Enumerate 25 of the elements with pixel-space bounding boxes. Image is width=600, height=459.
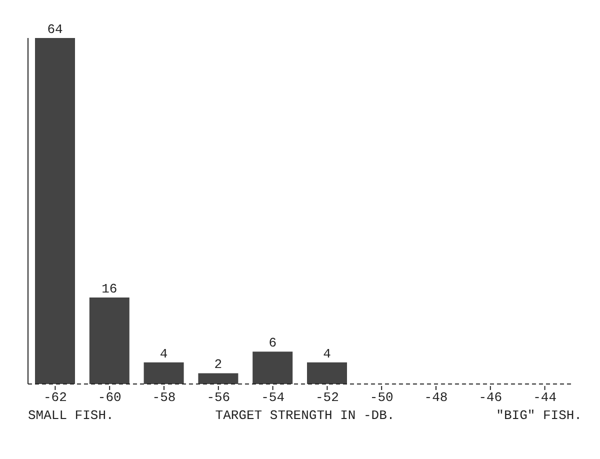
x-tick-label: -52 — [315, 390, 339, 406]
bar — [252, 352, 293, 384]
data-label: 4 — [323, 346, 332, 362]
x-tick-label: -56 — [206, 390, 230, 406]
x-tick-label: -50 — [370, 390, 394, 406]
data-label: 64 — [47, 22, 63, 37]
bar — [144, 362, 184, 384]
x-tick-label: -58 — [152, 390, 176, 406]
x-tick-label: -60 — [98, 390, 122, 406]
data-label: 4 — [160, 346, 168, 362]
x-tick-label: -44 — [533, 390, 557, 406]
bar — [307, 362, 347, 384]
data-label: 6 — [268, 336, 277, 351]
x-tick-label: -48 — [424, 390, 448, 406]
x-tick-label: -46 — [478, 390, 502, 406]
bar — [89, 298, 130, 384]
text: SMALL FISH. — [28, 408, 114, 423]
bar — [198, 373, 238, 384]
x-tick-label: -54 — [261, 390, 285, 406]
x-tick-label: -62 — [43, 390, 67, 406]
bar — [35, 38, 75, 384]
x-axis-title: TARGET STRENGTH IN -DB. — [215, 408, 395, 423]
data-label: 16 — [102, 282, 118, 296]
text: "BIG" FISH. — [496, 408, 582, 423]
data-label: 2 — [214, 357, 222, 372]
